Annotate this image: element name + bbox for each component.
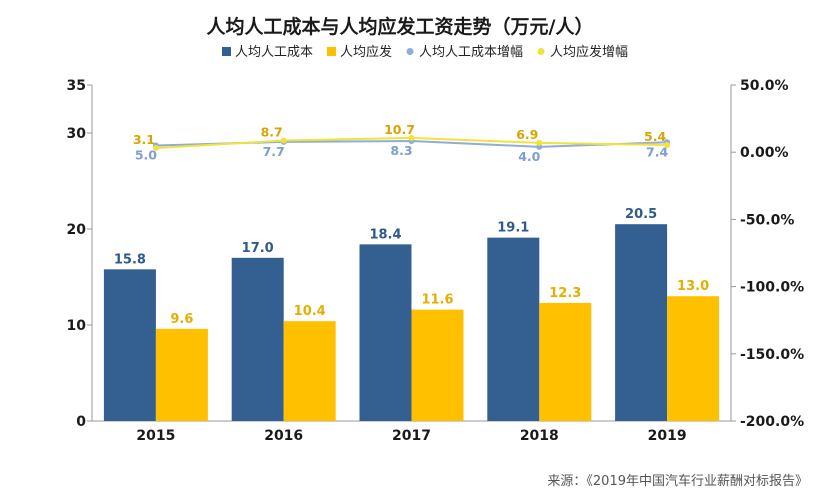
left-tick-label: 10	[67, 318, 87, 334]
bar-2016-cost	[231, 257, 284, 421]
legend: 人均人工成本 人均应发 人均人工成本增幅 人均应发增幅	[222, 44, 628, 60]
line-point	[664, 141, 671, 148]
line-data-label: 8.7	[261, 125, 283, 140]
right-tick-label: -100.0%	[740, 280, 804, 296]
bar-data-label: 13.0	[677, 279, 709, 294]
bar-2017-pay	[411, 309, 464, 421]
chart-title: 人均人工成本与人均应发工资走势（万元/人）	[207, 15, 594, 38]
right-tick-label: 0.00%	[740, 145, 789, 161]
line-data-label: 7.4	[646, 144, 668, 159]
bar-2019-pay	[667, 296, 720, 421]
right-tick-label: -50.0%	[740, 212, 794, 228]
line-point	[152, 145, 159, 152]
bar-2018-pay	[539, 302, 592, 421]
bar-data-label: 11.6	[421, 293, 453, 308]
line-point	[280, 137, 287, 144]
bar-2015-pay	[155, 328, 208, 421]
x-tick-label: 2018	[520, 428, 559, 444]
left-tick-label: 0	[76, 414, 86, 430]
bars: 15.8 17.0 18.4 19.1 20.5 9.6 10.4 11.6 12.3 13.0	[103, 207, 720, 421]
legend-swatch	[222, 47, 231, 56]
legend-label: 人均人工成本增幅	[419, 45, 523, 60]
bar-data-label: 20.5	[625, 207, 657, 222]
bar-data-label: 9.6	[170, 312, 193, 327]
left-tick-label: 30	[67, 126, 87, 142]
bar-2019-cost	[615, 224, 668, 421]
bar-data-label: 17.0	[242, 241, 274, 256]
legend-label: 人均应发	[340, 44, 392, 60]
bar-data-label: 12.3	[549, 286, 581, 301]
line-data-label: 5.4	[644, 129, 666, 144]
line-data-label: 3.1	[133, 132, 155, 147]
bar-2016-pay	[283, 321, 336, 421]
line-point	[536, 139, 543, 146]
left-tick-label: 20	[67, 222, 87, 238]
left-tick-label: 35	[67, 78, 86, 94]
bar-data-label: 19.1	[497, 221, 529, 236]
axes: 0 10 20 30 35 -200.0% -150.0% -100.0% -50.0% 0.00…	[67, 78, 805, 444]
x-tick-label: 2017	[392, 428, 431, 444]
bar-2018-cost	[487, 237, 540, 421]
lines: 5.0 7.7 8.3 4.0 7.4 3.1 8.7 10.7 6.9 5.4	[133, 122, 671, 164]
legend-label: 人均人工成本	[235, 45, 313, 60]
x-tick-label: 2019	[648, 428, 687, 444]
bar-data-label: 10.4	[294, 304, 326, 319]
legend-swatch	[537, 48, 545, 55]
line-data-label: 8.3	[390, 143, 412, 158]
line-data-label: 7.7	[263, 144, 285, 159]
legend-swatch	[406, 48, 414, 55]
bar-2017-cost	[359, 244, 412, 421]
line-data-label: 6.9	[516, 127, 538, 142]
line-data-label: 10.7	[384, 122, 415, 137]
right-tick-label: -150.0%	[740, 347, 804, 363]
legend-label: 人均应发增幅	[550, 44, 628, 60]
x-tick-label: 2016	[264, 428, 303, 444]
line-data-label: 5.0	[135, 147, 157, 162]
right-tick-label: 50.0%	[740, 78, 789, 94]
x-tick-label: 2015	[136, 428, 175, 444]
right-tick-label: -200.0%	[740, 414, 804, 430]
bar-data-label: 15.8	[114, 252, 146, 267]
line-data-label: 4.0	[518, 149, 540, 164]
line-point	[408, 134, 415, 141]
bar-data-label: 18.4	[369, 227, 401, 242]
bar-2015-cost	[103, 269, 156, 421]
source-note: 来源：《2019年中国汽车行业薪酬对标报告》	[547, 473, 808, 489]
legend-swatch	[327, 47, 337, 56]
